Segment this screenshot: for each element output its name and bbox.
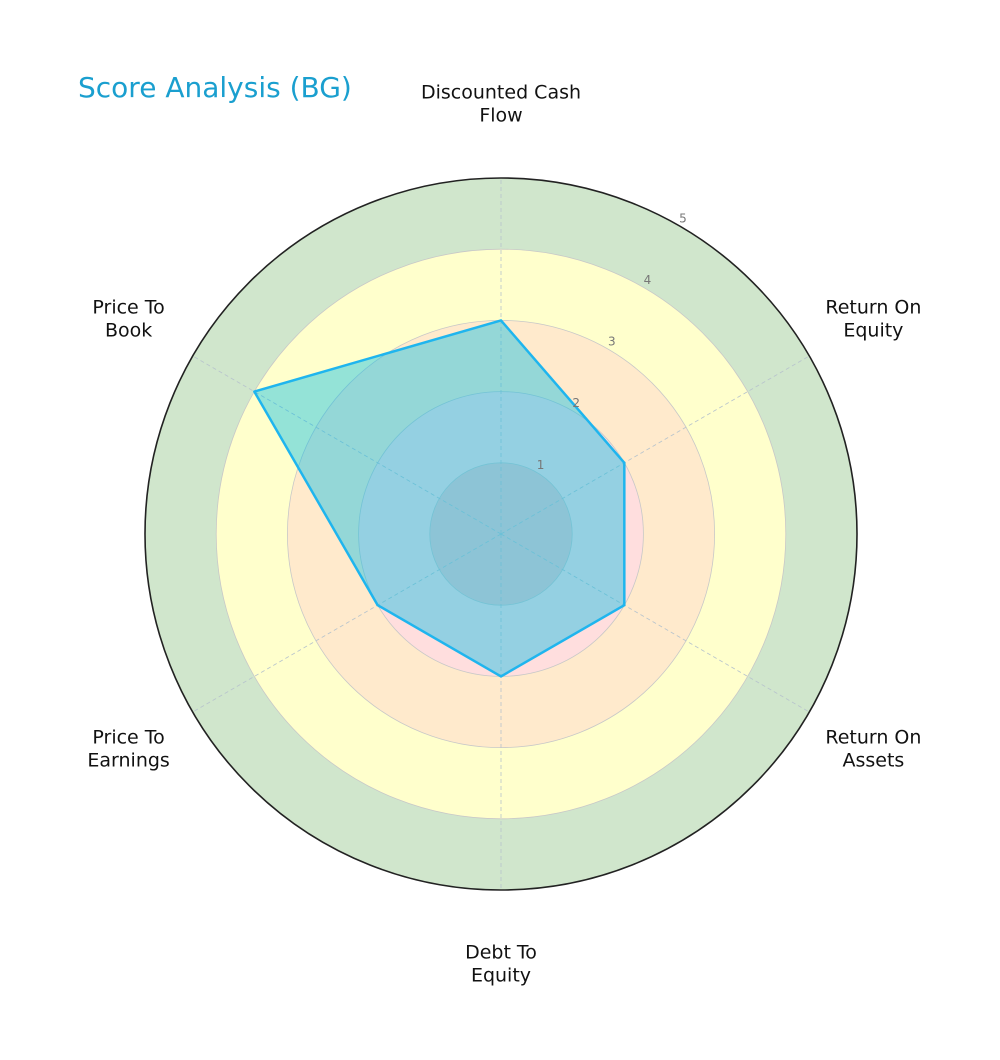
axis-label: Return On Assets (825, 726, 921, 771)
axis-label: Debt To Equity (465, 941, 537, 986)
axis-label: Price To Book (92, 296, 164, 341)
axis-label: Return On Equity (825, 296, 921, 341)
r-tick-label: 2 (572, 396, 580, 410)
chart-title: Score Analysis (BG) (78, 71, 352, 104)
spoke (192, 533, 502, 713)
spoke (192, 355, 502, 535)
grid-circle (215, 248, 787, 820)
r-tick-label: 5 (679, 211, 687, 225)
r-tick-label: 4 (644, 273, 652, 287)
r-tick-label: 3 (608, 335, 616, 349)
spoke (500, 355, 810, 535)
axis-label: Price To Earnings (87, 726, 169, 771)
outer-ring (144, 177, 858, 891)
axis-label: Discounted Cash Flow (421, 81, 581, 126)
spoke (500, 533, 810, 713)
r-tick-label: 1 (537, 458, 545, 472)
score-area (253, 319, 626, 678)
